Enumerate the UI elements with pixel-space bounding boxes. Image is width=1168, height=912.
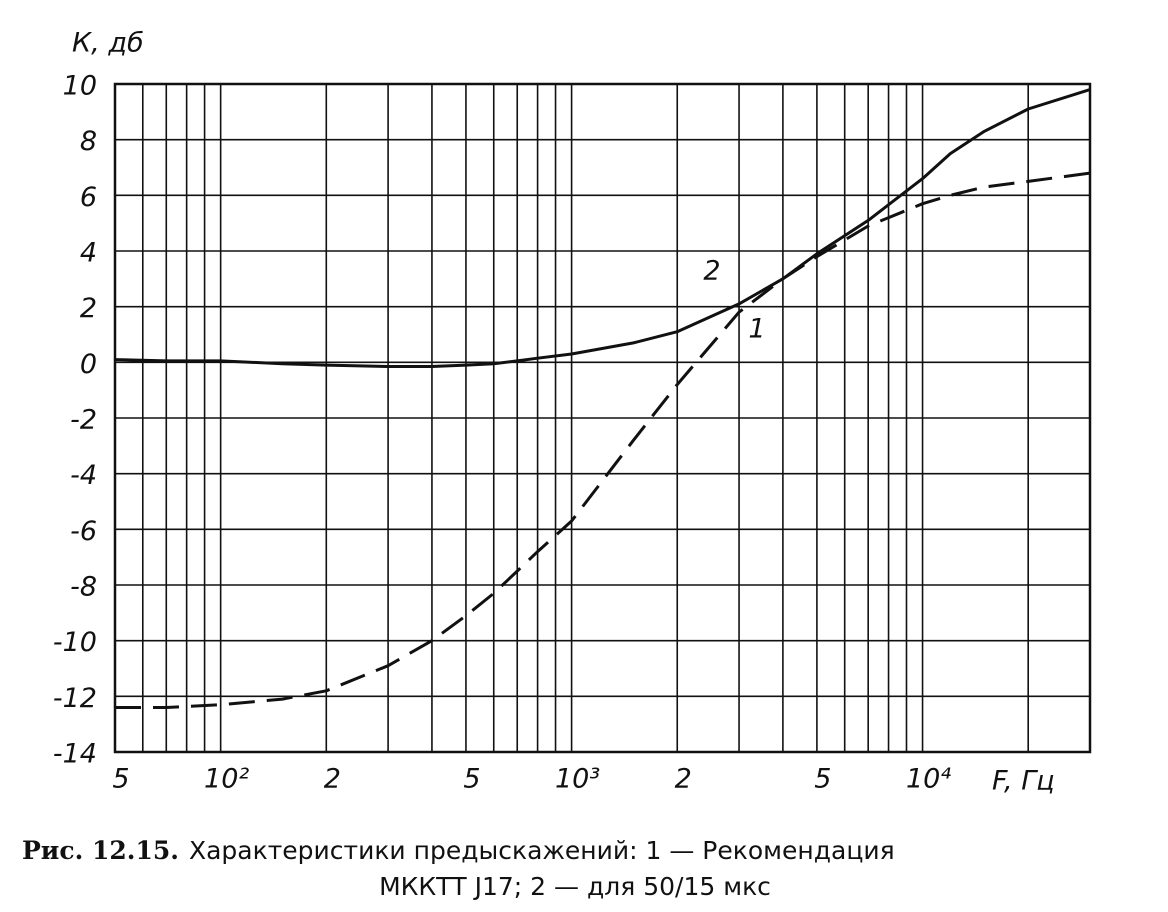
- y-tick-label: 6: [80, 182, 97, 213]
- x-tick-label: 10³: [555, 764, 600, 795]
- series-label: 1: [748, 314, 765, 345]
- y-tick-label: -10: [53, 627, 97, 658]
- y-tick-label: -6: [70, 516, 97, 547]
- caption: Рис. 12.15. Характеристики предыскажений:…: [22, 836, 895, 866]
- series-line: [114, 88, 1091, 368]
- caption-line: Характеристики предыскажений: 1 — Рекоме…: [189, 836, 895, 865]
- x-tick-label: 5: [814, 764, 831, 795]
- x-tick-label: 2: [675, 764, 692, 795]
- x-tick-label: 10⁴: [906, 764, 951, 795]
- y-axis-label: К, дб: [72, 28, 144, 59]
- y-tick-label: 0: [80, 349, 97, 380]
- x-tick-label: 10²: [204, 764, 249, 795]
- y-tick-label: -14: [53, 739, 97, 770]
- y-tick-label: -2: [70, 405, 97, 436]
- y-tick-label: -4: [70, 460, 97, 491]
- x-axis-label: F, Гц: [992, 766, 1055, 797]
- plot-frame: [113, 82, 1092, 754]
- x-tick-label: 2: [324, 764, 341, 795]
- x-tick-label: 5: [463, 764, 480, 795]
- y-tick-label: -8: [70, 572, 97, 603]
- y-tick-label: 10: [63, 71, 97, 102]
- series-line: [115, 171, 1091, 709]
- caption-label: Рис. 12.15.: [22, 836, 179, 865]
- caption-line: МККТТ J17; 2 — для 50/15 мкс: [379, 872, 771, 901]
- y-tick-label: -12: [53, 683, 97, 714]
- x-tick-label: 5: [112, 764, 129, 795]
- y-tick-label: 4: [80, 238, 97, 269]
- y-tick-label: 8: [80, 126, 97, 157]
- y-tick-label: 2: [80, 293, 97, 324]
- series-label: 2: [703, 256, 720, 287]
